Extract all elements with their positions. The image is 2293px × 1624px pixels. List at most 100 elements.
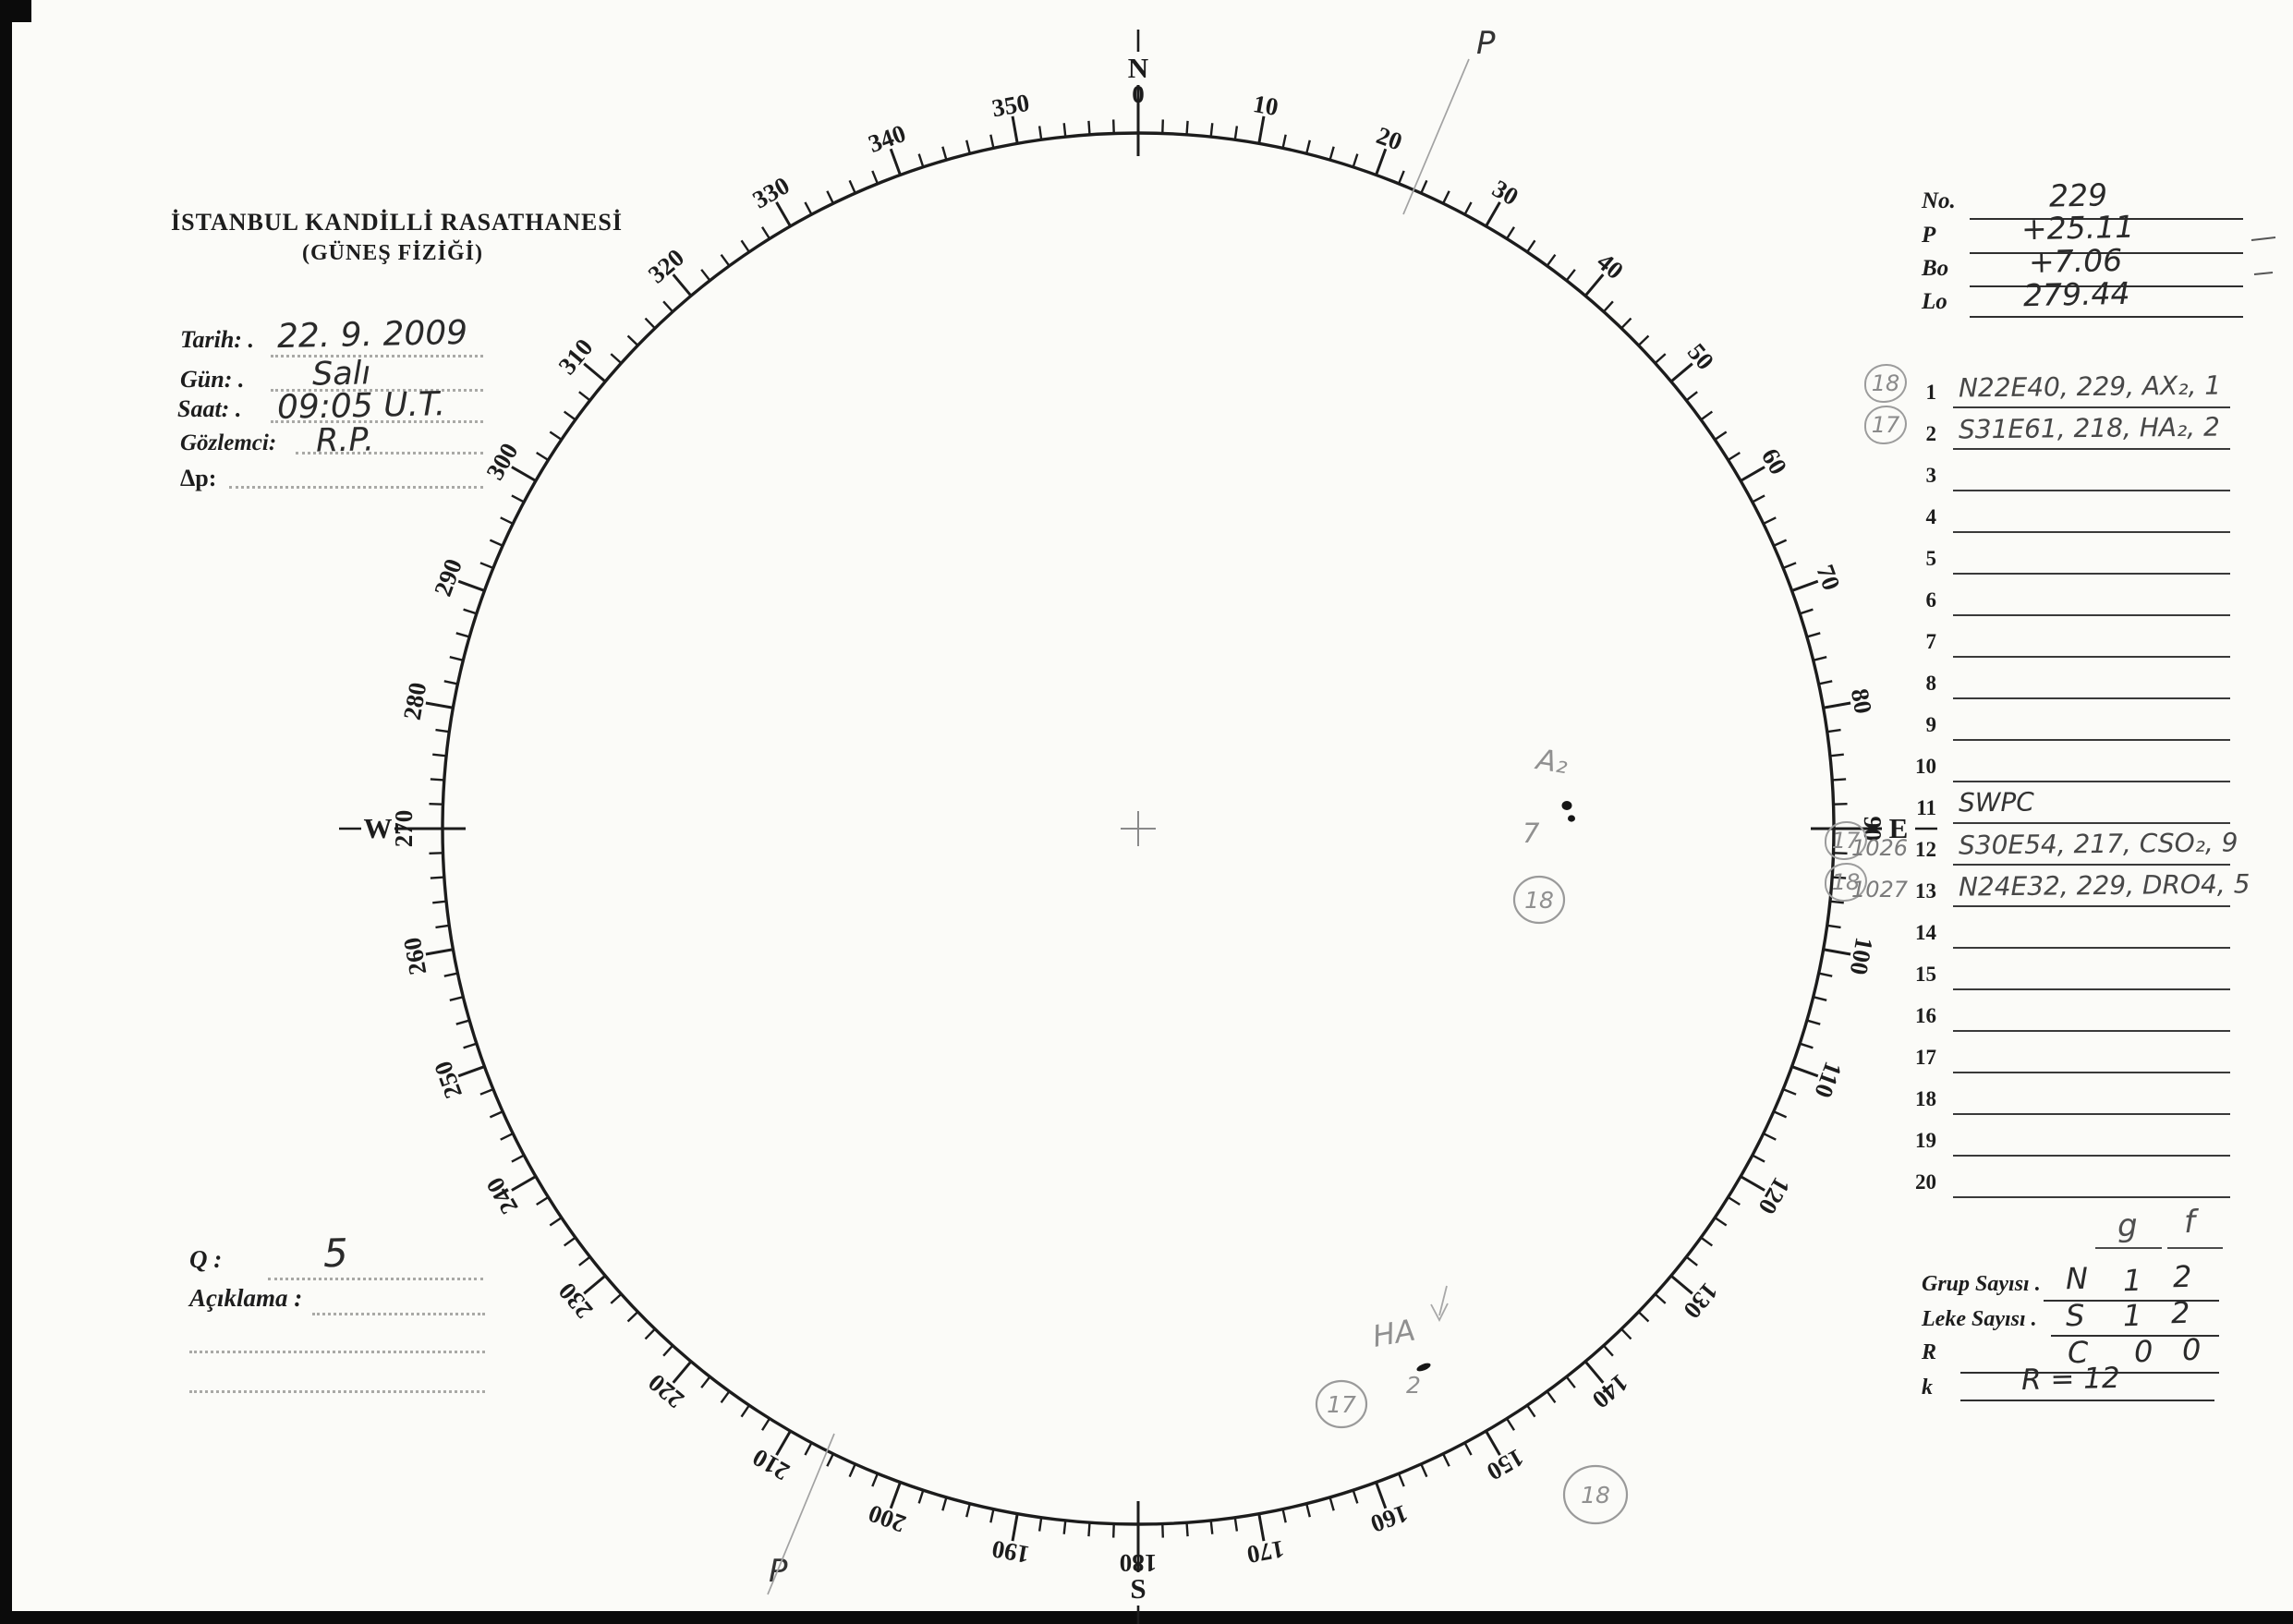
minor-tick	[1565, 269, 1576, 282]
minor-tick	[432, 753, 447, 757]
minor-tick	[1752, 494, 1765, 503]
minor-tick	[1062, 123, 1067, 138]
summary-leke-hemisphere: S	[2065, 1297, 2085, 1334]
group-row-line	[1953, 1030, 2230, 1032]
degree-label: 190	[989, 1535, 1031, 1569]
minor-tick	[489, 539, 503, 547]
minor-tick	[563, 1236, 576, 1247]
group-row-line	[1953, 1072, 2230, 1073]
observatory-title: İSTANBUL KANDİLLİ RASATHANESİ	[171, 209, 623, 236]
cardinal-letter-n: N	[1128, 52, 1148, 84]
p-axis-line-bottom	[767, 1433, 835, 1595]
major-tick	[1823, 701, 1851, 709]
minor-tick	[1565, 1376, 1576, 1388]
minor-tick	[463, 608, 478, 615]
minor-tick	[443, 972, 458, 977]
minor-tick	[1829, 753, 1844, 757]
region-ha-label: HA	[1370, 1312, 1418, 1353]
field-line-gun	[271, 389, 483, 392]
group-row-number: 10	[1915, 755, 1936, 778]
group-row-number: 13	[1915, 879, 1936, 903]
summary-label-k: k	[1922, 1376, 1933, 1400]
minor-tick	[549, 430, 563, 441]
minor-tick	[1700, 410, 1714, 421]
minor-tick	[1602, 300, 1614, 313]
summary-grup-f: 2	[2172, 1258, 2192, 1295]
group-row-line	[1953, 406, 2230, 408]
field-line-tarih	[271, 355, 483, 358]
group-row-number: 3	[1925, 464, 1937, 487]
group-row-line	[1953, 1196, 2230, 1198]
minor-tick	[804, 201, 813, 215]
group-row-number: 2	[1925, 422, 1937, 445]
minor-tick	[941, 1497, 948, 1511]
summary-grup-g: 1	[2122, 1262, 2142, 1299]
minor-tick	[1037, 1517, 1043, 1532]
major-tick	[1011, 115, 1019, 144]
minor-tick	[1637, 1311, 1650, 1323]
minor-tick	[1727, 1196, 1741, 1206]
minor-tick	[804, 1442, 813, 1456]
major-tick	[775, 201, 792, 227]
group-row-number: 19	[1915, 1129, 1936, 1152]
minor-tick	[761, 226, 770, 240]
group-row-line	[1953, 448, 2230, 450]
param-label-lo: Lo	[1922, 289, 1947, 314]
minor-tick	[1305, 139, 1311, 154]
minor-tick	[1782, 562, 1797, 570]
group-row-number: 17	[1915, 1046, 1936, 1069]
remarks-extra-line-2	[189, 1390, 485, 1393]
summary-col-g: g	[2117, 1206, 2139, 1245]
region-ha-count: 2	[1406, 1372, 1421, 1399]
major-tick	[1740, 466, 1765, 482]
minor-tick	[917, 1489, 925, 1504]
major-tick	[1583, 1360, 1605, 1384]
group-row-value: S30E54, 217, CSO₂, 9	[1958, 827, 2238, 861]
minor-tick	[1506, 226, 1515, 240]
minor-tick	[1602, 1344, 1614, 1357]
major-tick	[457, 579, 485, 592]
major-tick	[1823, 948, 1851, 956]
minor-tick	[1526, 1404, 1536, 1418]
group-row-value: N22E40, 229, AX₂, 1	[1958, 370, 2222, 404]
group-row-number: 18	[1915, 1087, 1936, 1110]
group-row-value: N24E32, 229, DRO4, 5	[1958, 868, 2251, 903]
major-tick	[1791, 579, 1819, 592]
degree-label-cardinal: 180	[1120, 1549, 1158, 1577]
degree-label: 280	[398, 680, 432, 721]
group-row-line	[1953, 656, 2230, 658]
minor-tick	[1037, 126, 1043, 140]
major-tick	[511, 1175, 537, 1192]
minor-tick	[1546, 1390, 1557, 1404]
minor-tick	[1799, 1042, 1814, 1049]
scan-edge-corner	[0, 0, 31, 22]
summary-k-value: R = 12	[2020, 1361, 2121, 1398]
minor-tick	[1233, 126, 1239, 140]
major-tick	[583, 1274, 607, 1295]
summary-leke-line	[2051, 1335, 2219, 1337]
region-a2-badge: 18	[1524, 887, 1554, 914]
region-ha-badge-circle	[1315, 1379, 1368, 1429]
group-noaa-number: 1026	[1851, 835, 1909, 861]
minor-tick	[1111, 1523, 1115, 1538]
param-line-no	[1970, 218, 2243, 220]
major-tick	[1791, 1065, 1819, 1078]
minor-tick	[1420, 1463, 1428, 1478]
minor-tick	[430, 876, 444, 879]
group-row-line	[1953, 905, 2230, 907]
minor-tick	[662, 1344, 674, 1357]
remarks-extra-line-1	[189, 1351, 485, 1353]
minor-tick	[449, 996, 464, 1001]
minor-tick	[1420, 179, 1428, 194]
minor-tick	[455, 1019, 470, 1025]
major-tick	[1669, 362, 1693, 383]
region-a2-label: A₂	[1533, 743, 1571, 781]
minor-tick	[941, 146, 948, 161]
group-row-line	[1953, 531, 2230, 533]
major-tick	[1257, 1513, 1266, 1542]
field-line-dp	[229, 486, 483, 489]
minor-tick	[1185, 120, 1189, 135]
minor-tick	[435, 924, 450, 929]
